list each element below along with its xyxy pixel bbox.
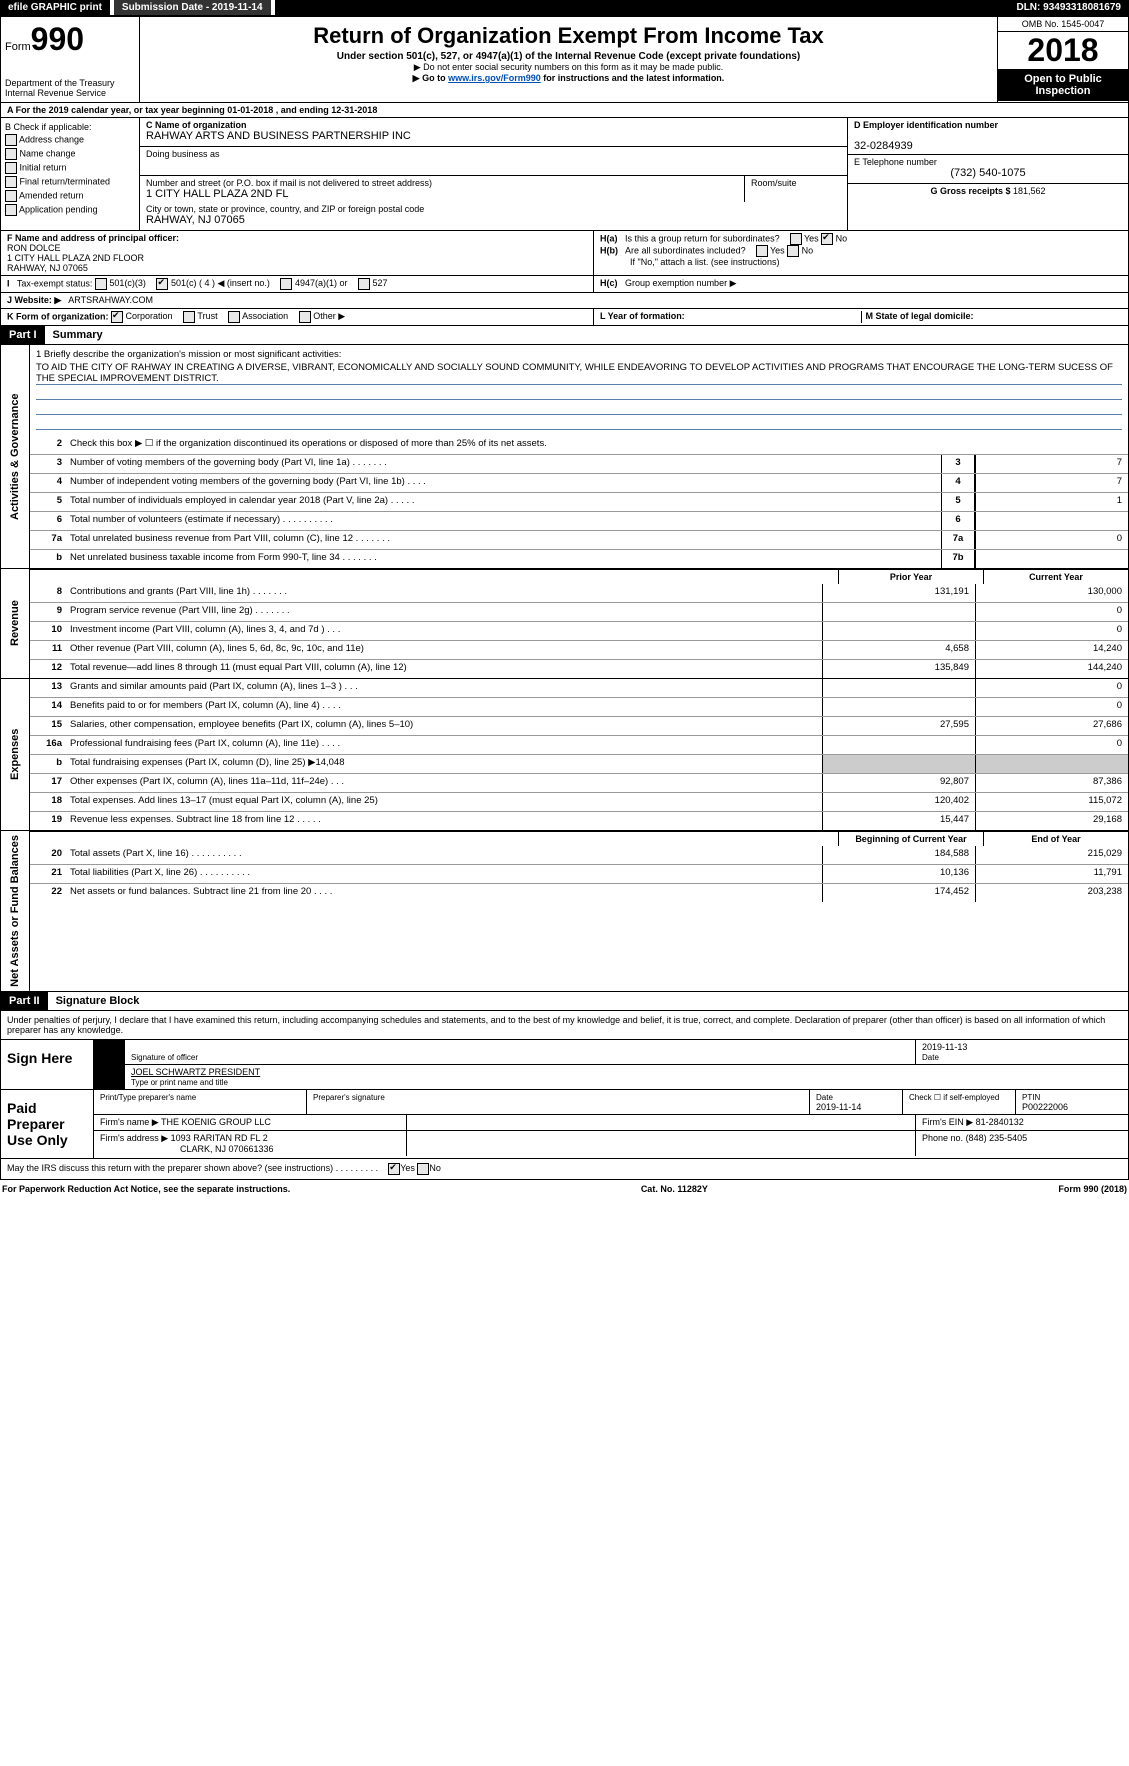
omb-label: OMB No. 1545-0047 (998, 17, 1128, 32)
subtitle: Under section 501(c), 527, or 4947(a)(1)… (144, 51, 993, 62)
row-a: A For the 2019 calendar year, or tax yea… (0, 103, 1129, 118)
table-row: 6Total number of volunteers (estimate if… (30, 511, 1128, 530)
sign-here-label: Sign Here (1, 1040, 94, 1089)
box-f-h: F Name and address of principal officer:… (0, 231, 1129, 276)
table-row: 13Grants and similar amounts paid (Part … (30, 679, 1128, 697)
table-row: 5Total number of individuals employed in… (30, 492, 1128, 511)
entity-block: B Check if applicable: Address change Na… (0, 118, 1129, 231)
paid-preparer-label: Paid Preparer Use Only (1, 1090, 94, 1158)
expenses-section: Expenses 13Grants and similar amounts pa… (0, 679, 1129, 831)
vtab-rev: Revenue (1, 569, 30, 678)
table-row: 11Other revenue (Part VIII, column (A), … (30, 640, 1128, 659)
form-header: Form990 Department of the Treasury Inter… (0, 15, 1129, 103)
table-row: 17Other expenses (Part IX, column (A), l… (30, 773, 1128, 792)
vtab-exp: Expenses (1, 679, 30, 830)
table-row: 20Total assets (Part X, line 16) . . . .… (30, 846, 1128, 864)
box-c: C Name of organization RAHWAY ARTS AND B… (140, 118, 847, 230)
submission-button[interactable]: Submission Date - 2019-11-14 (114, 0, 271, 15)
table-row: 3Number of voting members of the governi… (30, 454, 1128, 473)
note2: ▶ Go to www.irs.gov/Form990 for instruct… (144, 73, 993, 84)
table-row: bNet unrelated business taxable income f… (30, 549, 1128, 568)
part1-bar: Part I Summary (0, 326, 1129, 345)
form-label: Form990 (5, 21, 135, 58)
table-row: 4Number of independent voting members of… (30, 473, 1128, 492)
tax-year: 2018 (998, 32, 1128, 69)
part2-bar: Part II Signature Block (0, 992, 1129, 1011)
table-row: 9Program service revenue (Part VIII, lin… (30, 602, 1128, 621)
vtab-na: Net Assets or Fund Balances (1, 831, 30, 991)
table-row: 16aProfessional fundraising fees (Part I… (30, 735, 1128, 754)
table-row: 22Net assets or fund balances. Subtract … (30, 883, 1128, 902)
mission-block: 1 Briefly describe the organization's mi… (30, 345, 1128, 436)
form-title: Return of Organization Exempt From Incom… (144, 23, 993, 49)
box-j: J Website: ▶ ARTSRAHWAY.COM (0, 293, 1129, 309)
open-public-badge: Open to Public Inspection (998, 69, 1128, 101)
table-row: 2Check this box ▶ ☐ if the organization … (30, 436, 1128, 454)
table-row: 7aTotal unrelated business revenue from … (30, 530, 1128, 549)
table-row: 8Contributions and grants (Part VIII, li… (30, 584, 1128, 602)
net-assets-section: Net Assets or Fund Balances Beginning of… (0, 831, 1129, 992)
top-bar: efile GRAPHIC print Submission Date - 20… (0, 0, 1129, 15)
dept-label: Department of the Treasury (5, 78, 135, 88)
table-row: 10Investment income (Part VIII, column (… (30, 621, 1128, 640)
table-row: 19Revenue less expenses. Subtract line 1… (30, 811, 1128, 830)
irs-link[interactable]: www.irs.gov/Form990 (448, 73, 541, 83)
efile-button[interactable]: efile GRAPHIC print (0, 0, 110, 15)
revenue-section: Revenue Prior Year Current Year 8Contrib… (0, 569, 1129, 679)
activities-governance: Activities & Governance 1 Briefly descri… (0, 345, 1129, 569)
table-row: 15Salaries, other compensation, employee… (30, 716, 1128, 735)
dln-label: DLN: 93493318081679 (275, 0, 1129, 15)
signature-block: Under penalties of perjury, I declare th… (0, 1011, 1129, 1180)
table-row: 21Total liabilities (Part X, line 26) . … (30, 864, 1128, 883)
irs-label: Internal Revenue Service (5, 88, 135, 98)
table-row: bTotal fundraising expenses (Part IX, co… (30, 754, 1128, 773)
box-b: B Check if applicable: Address change Na… (1, 118, 140, 230)
box-i-hc: I Tax-exempt status: 501(c)(3) 501(c) ( … (0, 276, 1129, 293)
box-klm: K Form of organization: Corporation Trus… (0, 309, 1129, 326)
page-footer: For Paperwork Reduction Act Notice, see … (0, 1180, 1129, 1198)
vtab-ag: Activities & Governance (1, 345, 30, 568)
box-deg: D Employer identification number 32-0284… (847, 118, 1128, 230)
note1: ▶ Do not enter social security numbers o… (144, 62, 993, 73)
table-row: 14Benefits paid to or for members (Part … (30, 697, 1128, 716)
table-row: 12Total revenue—add lines 8 through 11 (… (30, 659, 1128, 678)
table-row: 18Total expenses. Add lines 13–17 (must … (30, 792, 1128, 811)
